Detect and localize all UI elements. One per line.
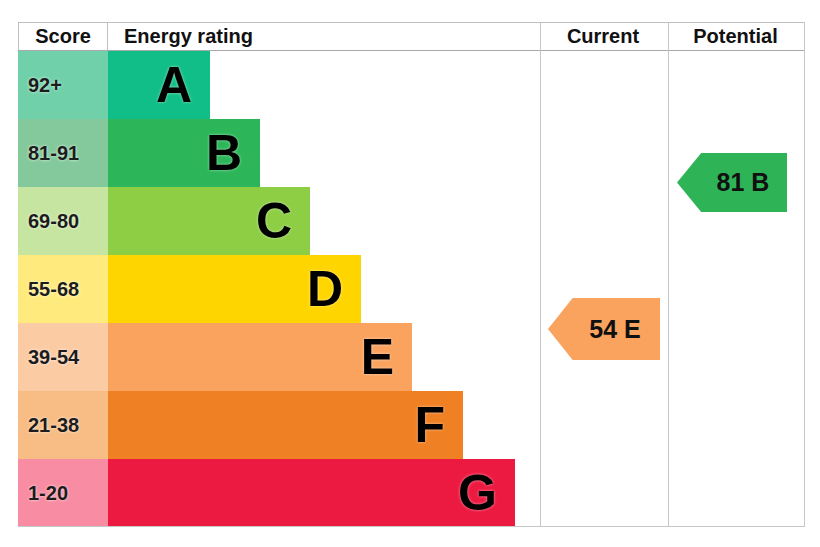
score-range-label: 39-54 [18,323,108,391]
rating-bar-f: F [108,391,463,459]
band-row-c: 69-80 C [18,187,805,255]
divider-current-potential [668,22,669,527]
score-range-label: 1-20 [18,459,108,527]
score-range-label: 81-91 [18,119,108,187]
column-header-potential: Potential [667,23,804,50]
rating-bar-b: B [108,119,260,187]
rating-bar-a: A [108,51,210,119]
band-row-d: 55-68 D [18,255,805,323]
epc-table: Score Energy rating Current Potential 92… [18,22,805,527]
score-range-label: 92+ [18,51,108,119]
rating-bands: 92+ A 81-91 B 69-80 C 55-68 D 39-54 E 21… [18,51,805,527]
score-range-label: 21-38 [18,391,108,459]
column-header-current: Current [539,23,667,50]
column-header-energy-rating: Energy rating [108,23,539,50]
table-bottom-border [18,526,805,527]
rating-bar-d: D [108,255,361,323]
divider-right-edge [804,22,805,527]
rating-bar-g: G [108,459,515,527]
band-row-f: 21-38 F [18,391,805,459]
rating-bar-e: E [108,323,412,391]
rating-bar-c: C [108,187,310,255]
score-range-label: 55-68 [18,255,108,323]
divider-rating-current [540,22,541,527]
band-row-g: 1-20 G [18,459,805,527]
score-range-label: 69-80 [18,187,108,255]
band-row-a: 92+ A [18,51,805,119]
table-header-row: Score Energy rating Current Potential [18,22,805,51]
band-row-e: 39-54 E [18,323,805,391]
column-header-score: Score [18,23,108,50]
epc-rating-chart: Score Energy rating Current Potential 92… [0,0,820,547]
